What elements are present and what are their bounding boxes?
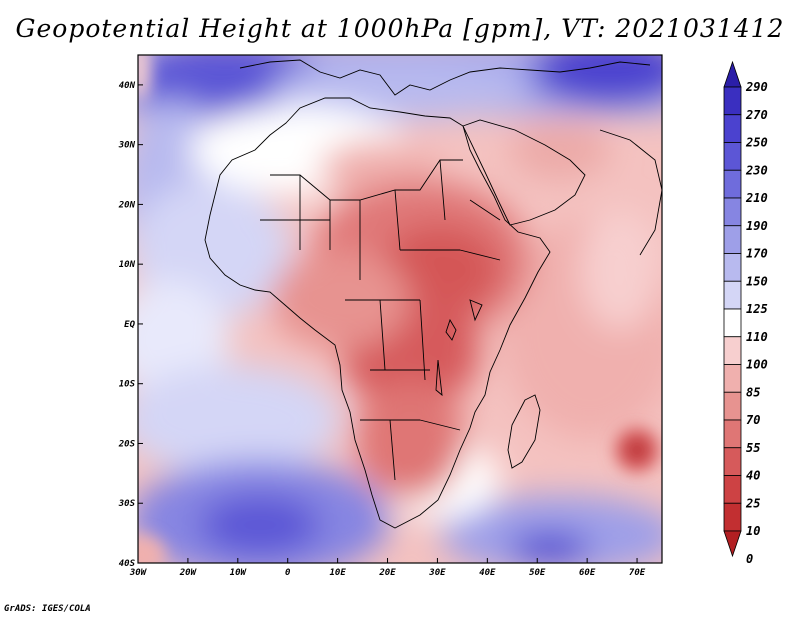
colorbar-label: 150: [746, 274, 768, 288]
lat-tick-label: 10N: [119, 260, 136, 270]
colorbar-label: 210: [745, 191, 768, 205]
lon-tick-label: 60E: [579, 568, 596, 578]
colorbar-label: 85: [746, 385, 760, 399]
lat-tick-label: 20S: [118, 439, 136, 449]
lon-tick-label: 20W: [179, 568, 198, 578]
colorbar-swatch: [723, 391, 742, 421]
lat-axis: 40N 30N 20N 10N EQ 10S 20S 30S 40S: [118, 81, 143, 569]
colorbar-label: 10: [746, 524, 760, 538]
map-title: Geopotential Height at 1000hPa [gpm], VT…: [15, 14, 785, 43]
lon-tick-label: 0: [285, 568, 291, 578]
colorbar-label: 290: [745, 80, 768, 94]
colorbar: 2902702502302101901701501251101008570554…: [723, 60, 768, 566]
lat-tick-label: 20N: [118, 200, 136, 210]
colorbar-swatch: [723, 225, 742, 254]
colorbar-swatch: [723, 419, 742, 449]
map-frame: [137, 54, 663, 564]
lon-tick-label: 30W: [129, 568, 148, 578]
colorbar-label: 100: [746, 358, 768, 372]
lat-tick-label: EQ: [124, 320, 135, 330]
lat-tick-label: 40S: [119, 559, 136, 569]
lon-tick-label: 10W: [230, 568, 248, 578]
coastlines: [204, 59, 662, 529]
colorbar-label: 250: [745, 136, 768, 150]
colorbar-swatch: [723, 86, 742, 116]
europe-coastline: [239, 59, 651, 96]
grads-credit: GrADS: IGES/COLA: [4, 604, 91, 614]
colorbar-swatch: [723, 308, 742, 338]
lon-tick-label: 10E: [329, 568, 346, 578]
colorbar-swatch: [723, 114, 742, 143]
colorbar-label: 190: [746, 219, 768, 233]
colorbar-label: 40: [746, 469, 760, 483]
colorbar-label: 55: [746, 441, 760, 455]
colorbar-label: 25: [745, 496, 760, 510]
colorbar-swatch: [723, 280, 742, 310]
colorbar-swatch: [723, 502, 742, 532]
colorbar-swatch: [723, 447, 742, 476]
colorbar-label: 70: [746, 413, 760, 427]
lon-tick-label: 20E: [378, 568, 396, 578]
height-field: [138, 55, 662, 563]
colorbar-label: 170: [746, 247, 768, 261]
lon-tick-label: 30E: [428, 568, 446, 578]
colorbar-label: 230: [745, 163, 768, 177]
internal-borders: [260, 159, 501, 481]
colorbar-swatch: [723, 475, 742, 504]
colorbar-label: 125: [746, 302, 768, 316]
lon-tick-label: 40E: [479, 568, 496, 578]
lon-tick-label: 70E: [629, 568, 646, 578]
arabia-outline: [462, 119, 586, 226]
colorbar-swatch: [723, 197, 742, 227]
madagascar-outline: [507, 394, 541, 469]
colorbar-swatch: [723, 142, 742, 171]
lakes: [435, 299, 483, 397]
africa-coastline: [204, 97, 551, 529]
colorbar-swatch: [723, 169, 742, 199]
lat-tick-label: 10S: [119, 380, 136, 390]
lon-tick-label: 50E: [529, 568, 546, 578]
colorbar-label: 110: [746, 330, 768, 344]
colorbar-swatch: [723, 60, 742, 88]
colorbar-label: 0: [746, 552, 753, 566]
lon-axis: 30W 20W 10W 0 10E 20E 30E 40E 50E 60E 70E: [129, 558, 646, 578]
colorbar-swatch: [723, 253, 742, 282]
lat-tick-label: 30N: [118, 141, 136, 151]
colorbar-swatch: [723, 530, 742, 558]
india-outline: [599, 129, 662, 256]
lat-tick-label: 40N: [119, 81, 136, 91]
lat-tick-label: 30S: [118, 499, 136, 509]
colorbar-swatch: [723, 364, 742, 393]
colorbar-label: 270: [745, 108, 768, 122]
colorbar-swatch: [723, 336, 742, 365]
